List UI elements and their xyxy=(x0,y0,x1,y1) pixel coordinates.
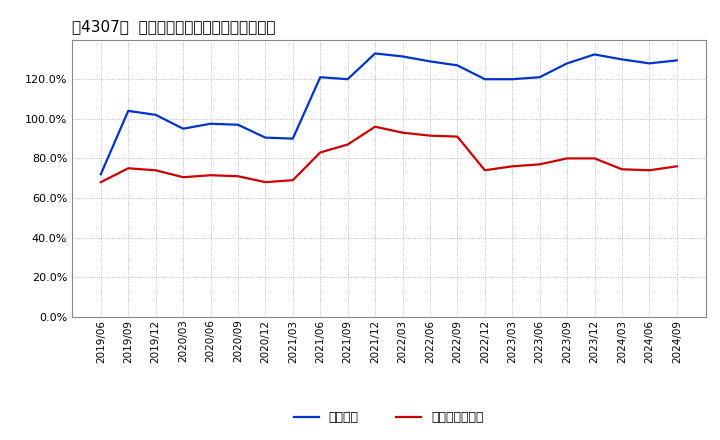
固定長期適合率 xyxy=(645,168,654,173)
固定比率 xyxy=(206,121,215,126)
固定長期適合率 xyxy=(124,165,132,171)
固定長期適合率 xyxy=(289,177,297,183)
固定長期適合率 xyxy=(179,175,187,180)
固定長期適合率 xyxy=(233,173,242,179)
固定長期適合率 xyxy=(151,168,160,173)
固定長期適合率 xyxy=(343,142,352,147)
固定長期適合率 xyxy=(480,168,489,173)
固定長期適合率 xyxy=(316,150,325,155)
固定長期適合率 xyxy=(398,130,407,136)
固定長期適合率 xyxy=(371,124,379,129)
固定長期適合率 xyxy=(206,172,215,178)
固定比率 xyxy=(179,126,187,131)
固定比率 xyxy=(453,62,462,68)
固定長期適合率 xyxy=(672,164,681,169)
固定比率 xyxy=(590,52,599,57)
固定比率 xyxy=(151,112,160,117)
Text: ［4307］  固定比率、固定長期適合率の推移: ［4307］ 固定比率、固定長期適合率の推移 xyxy=(72,19,276,34)
固定長期適合率 xyxy=(508,164,516,169)
固定比率 xyxy=(536,74,544,80)
Line: 固定長期適合率: 固定長期適合率 xyxy=(101,127,677,182)
固定比率 xyxy=(618,57,626,62)
固定比率 xyxy=(371,51,379,56)
固定長期適合率 xyxy=(536,161,544,167)
固定比率 xyxy=(645,61,654,66)
固定長期適合率 xyxy=(426,133,434,138)
固定比率 xyxy=(480,77,489,82)
固定長期適合率 xyxy=(590,156,599,161)
固定長期適合率 xyxy=(453,134,462,139)
固定比率 xyxy=(289,136,297,141)
固定比率 xyxy=(261,135,270,140)
固定比率 xyxy=(426,59,434,64)
固定比率 xyxy=(96,172,105,177)
固定長期適合率 xyxy=(96,180,105,185)
Legend: 固定比率, 固定長期適合率: 固定比率, 固定長期適合率 xyxy=(289,406,489,429)
Line: 固定比率: 固定比率 xyxy=(101,53,677,174)
固定比率 xyxy=(398,54,407,59)
固定比率 xyxy=(343,77,352,82)
固定比率 xyxy=(563,61,572,66)
固定長期適合率 xyxy=(261,180,270,185)
固定比率 xyxy=(672,58,681,63)
固定比率 xyxy=(316,74,325,80)
固定比率 xyxy=(508,77,516,82)
固定比率 xyxy=(124,108,132,114)
固定比率 xyxy=(233,122,242,128)
固定長期適合率 xyxy=(618,167,626,172)
固定長期適合率 xyxy=(563,156,572,161)
